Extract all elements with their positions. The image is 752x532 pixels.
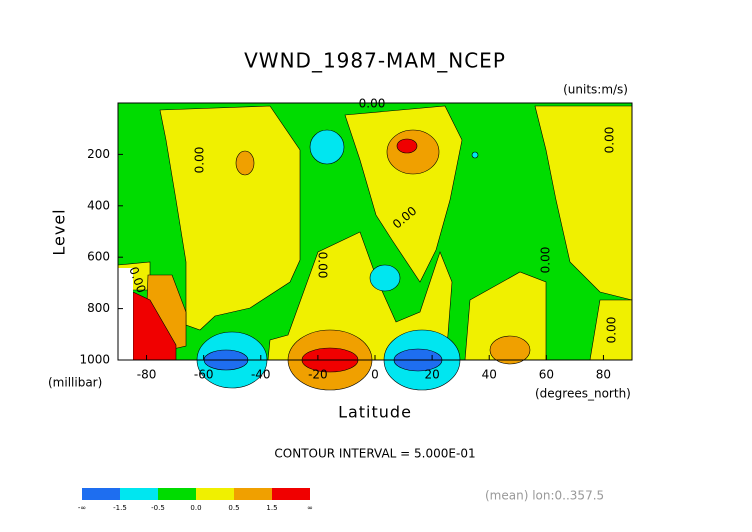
contour-region <box>396 138 418 154</box>
contour-region <box>369 264 401 292</box>
colorbar-label: 0.0 <box>190 504 201 512</box>
colorbar-label: -1.5 <box>113 504 127 512</box>
x-tick-label: -20 <box>308 368 328 382</box>
contour-region <box>464 271 547 361</box>
contour-region <box>235 150 255 176</box>
x-tick-label: -60 <box>194 368 214 382</box>
footer: (mean) lon:0..357.5 <box>485 489 604 503</box>
x-axis-units: (degrees_north) <box>535 387 631 401</box>
x-tick-label: 20 <box>424 368 439 382</box>
contour-interval: CONTOUR INTERVAL = 5.000E-01 <box>274 447 475 461</box>
colorbar-swatch <box>158 488 196 500</box>
y-tick-label: 600 <box>87 250 110 264</box>
y-tick-label: 200 <box>87 147 110 161</box>
colorbar-label: ∞ <box>307 504 313 512</box>
y-axis-units: (millibar) <box>48 376 102 390</box>
x-tick-label: 60 <box>539 368 554 382</box>
x-tick-label: -40 <box>251 368 271 382</box>
colorbar-swatch <box>82 488 120 500</box>
contour-region <box>471 151 479 159</box>
contour-region <box>159 105 301 331</box>
x-tick-label: 80 <box>596 368 611 382</box>
contour-region <box>267 231 453 361</box>
contour-label: 0.00 <box>605 317 619 344</box>
x-tick-label: 40 <box>482 368 497 382</box>
contour-region <box>489 335 531 365</box>
colorbar-label: -0.5 <box>151 504 165 512</box>
y-tick-label: 1000 <box>79 353 110 367</box>
x-axis-label: Latitude <box>338 403 412 422</box>
contour-region <box>386 129 440 175</box>
chart-title: VWND_1987-MAM_NCEP <box>244 49 506 73</box>
colorbar-label: 0.5 <box>228 504 239 512</box>
contour-label: 0.00 <box>603 127 617 154</box>
colorbar-swatch <box>196 488 234 500</box>
x-tick-label: 0 <box>371 368 379 382</box>
contour-label: 0.00 <box>539 247 553 274</box>
y-tick-label: 400 <box>87 198 110 212</box>
contour-label: 0.00 <box>193 147 207 174</box>
colorbar-swatch <box>272 488 310 500</box>
units-label: (units:m/s) <box>563 83 628 97</box>
contour-field: 0.000.000.000.00 0.000.000.000.00 <box>117 97 633 391</box>
missing-region <box>118 268 133 360</box>
x-tick-label: -80 <box>137 368 157 382</box>
contour-label: 0.00 <box>316 252 330 279</box>
colorbar-swatch <box>120 488 158 500</box>
colorbar-label: -∞ <box>78 504 86 512</box>
y-axis-label: Level <box>50 208 69 255</box>
contour-region <box>309 129 345 165</box>
y-tick-label: 800 <box>87 301 110 315</box>
colorbar-swatch <box>234 488 272 500</box>
colorbar-label: 1.5 <box>266 504 277 512</box>
